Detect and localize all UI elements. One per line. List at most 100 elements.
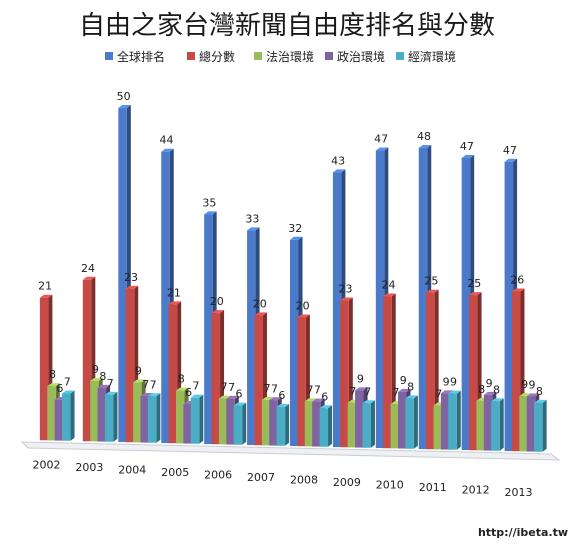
- x-tick-label: 2004: [118, 463, 146, 476]
- bar-side: [199, 394, 204, 444]
- bar-front: [247, 230, 256, 446]
- bar-top: [534, 399, 547, 403]
- data-label: 9: [528, 378, 535, 391]
- legend: 全球排名 總分數 法治環境 政治環境 經濟環境: [105, 49, 456, 64]
- bar-side: [499, 398, 504, 451]
- bar-top: [204, 211, 217, 215]
- bar-front: [254, 315, 263, 446]
- bar-top: [39, 294, 53, 298]
- legend-label: 法治環境: [266, 49, 314, 64]
- bar-top: [82, 276, 96, 280]
- data-label: 7: [228, 381, 235, 394]
- data-label: 44: [160, 134, 174, 147]
- data-label: 7: [107, 377, 114, 390]
- chart-title: 自由之家台灣新聞自由度排名與分數: [79, 11, 495, 41]
- bar-front: [355, 390, 364, 448]
- bar-front: [383, 296, 392, 449]
- data-label: 6: [185, 386, 192, 399]
- bar-front: [190, 397, 200, 444]
- data-label: 7: [435, 388, 442, 401]
- x-tick-label: 2005: [161, 466, 189, 479]
- bar: [534, 399, 547, 452]
- data-label: 20: [253, 297, 267, 310]
- legend-label: 政治環境: [337, 49, 385, 64]
- bar-top: [176, 387, 189, 391]
- bar-side: [113, 391, 118, 442]
- data-label: 9: [135, 364, 142, 377]
- bar-top: [254, 312, 267, 316]
- bar-front: [461, 158, 471, 451]
- data-label: 9: [357, 372, 364, 385]
- bar-top: [469, 292, 482, 296]
- legend-swatch: [105, 52, 113, 60]
- bar-front: [97, 387, 107, 442]
- bar-side: [328, 405, 333, 447]
- x-tick-label: 2008: [290, 473, 318, 486]
- bar-top: [332, 169, 346, 173]
- bar-top: [161, 148, 174, 152]
- bar-front: [233, 405, 243, 445]
- bar: [62, 390, 75, 441]
- data-label: 24: [81, 262, 95, 275]
- bar-front: [140, 396, 149, 443]
- bar-top: [362, 400, 375, 404]
- bar-side: [542, 399, 547, 452]
- bar-front: [519, 396, 528, 452]
- bar-front: [161, 151, 170, 444]
- bar-side: [370, 400, 375, 448]
- bar: [362, 400, 375, 448]
- data-label: 8: [536, 385, 543, 398]
- data-label: 6: [235, 388, 242, 401]
- bar-top: [90, 377, 103, 381]
- data-label: 7: [150, 378, 157, 391]
- bar-top: [190, 394, 204, 398]
- bar-front: [397, 391, 407, 449]
- data-label: 20: [296, 299, 310, 312]
- data-label: 8: [478, 383, 485, 396]
- data-label: 26: [510, 273, 524, 286]
- bar-front: [176, 390, 185, 444]
- bar-front: [476, 400, 485, 451]
- x-tick-label: 2006: [204, 468, 232, 481]
- bar-front: [418, 148, 428, 450]
- bar-front: [304, 401, 314, 447]
- bar-front: [218, 398, 228, 445]
- data-label: 47: [460, 140, 474, 153]
- bar-front: [362, 403, 371, 448]
- bar: [491, 398, 504, 451]
- bar-front: [261, 400, 271, 446]
- bar-front: [340, 300, 349, 448]
- data-label: 6: [278, 389, 285, 402]
- bar-side: [70, 390, 75, 441]
- data-label: 9: [450, 376, 457, 389]
- bar-front: [483, 394, 493, 451]
- bar-top: [383, 293, 396, 297]
- bar-top: [97, 384, 111, 388]
- bar-top: [247, 227, 260, 231]
- bar-front: [168, 304, 178, 444]
- data-label: 20: [210, 295, 224, 308]
- bar-front: [375, 150, 385, 449]
- bar: [319, 405, 333, 447]
- x-axis-labels: 2002 2003 2004 2005 2006 2007 2008 2009 2010 2011…: [32, 458, 532, 499]
- bar-top: [125, 285, 139, 289]
- bar: [190, 394, 204, 444]
- bar-top: [312, 398, 325, 402]
- data-label: 7: [349, 385, 356, 398]
- data-label: 8: [178, 373, 185, 386]
- bar-top: [461, 155, 475, 159]
- data-label: 47: [374, 133, 388, 146]
- bar-front: [534, 402, 543, 452]
- bar-top: [418, 145, 432, 149]
- bar-top: [168, 301, 182, 305]
- data-label: 7: [271, 382, 278, 395]
- bar-top: [290, 236, 303, 240]
- bar-front: [269, 400, 278, 446]
- bar-front: [440, 393, 450, 450]
- x-tick-label: 2012: [462, 483, 490, 496]
- data-label: 9: [443, 375, 450, 388]
- bar-top: [448, 390, 461, 394]
- data-label: 9: [92, 363, 99, 376]
- x-tick-label: 2011: [419, 481, 447, 494]
